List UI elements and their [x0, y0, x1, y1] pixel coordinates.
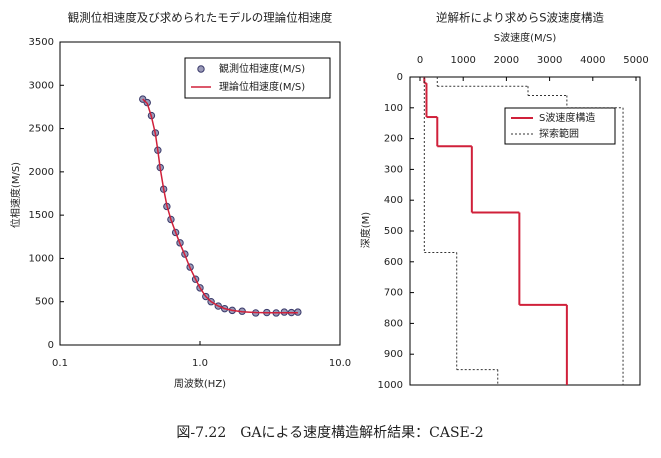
y-tick-label: 300: [384, 164, 403, 175]
y-tick-label: 500: [35, 297, 54, 308]
legend-box: [504, 107, 616, 145]
line: [142, 98, 298, 314]
x-tick-label: 1000: [450, 55, 475, 66]
y-tick-label: 3000: [29, 80, 54, 91]
y-tick-label: 200: [384, 134, 403, 145]
x-tick-label: 0.1: [52, 358, 68, 369]
caption: 図-7.22 GAによる速度構造解析結果：CASE-2: [176, 425, 483, 441]
x-tick-label: 4000: [580, 55, 605, 66]
y-tick-label: 700: [384, 288, 403, 299]
y-tick-label: 0: [397, 72, 403, 83]
x-tick-label: 0: [417, 55, 423, 66]
legend-label: 探索範囲: [539, 127, 579, 140]
y-tick-label: 2000: [29, 167, 54, 178]
legend-marker: [197, 65, 205, 73]
chart-title: 観測位相速度及び求められたモデルの理論位相速度: [68, 11, 333, 25]
y-tick-label: 1000: [378, 380, 403, 391]
y-tick-label: 600: [384, 257, 403, 268]
legend-label: 理論位相速度(M/S): [219, 80, 305, 93]
y-tick-label: 1500: [29, 210, 54, 221]
y-tick-label: 1000: [29, 253, 54, 264]
y-tick-label: 100: [384, 103, 403, 114]
y-tick-label: 3500: [29, 37, 54, 48]
y-tick-label: 400: [384, 195, 403, 206]
y-axis-label: 位相速度(M/S): [9, 162, 22, 228]
y-tick-label: 800: [384, 318, 403, 329]
y-axis-label: 深度(M): [359, 212, 372, 249]
y-tick-label: 0: [48, 340, 54, 351]
x-tick-label: 2000: [494, 55, 519, 66]
x-tick-label: 10.0: [329, 358, 351, 369]
legend-label: 観測位相速度(M/S): [219, 62, 305, 75]
x-axis-label: 周波数(HZ): [174, 377, 226, 390]
legend-box: [184, 57, 331, 99]
y-tick-label: 2500: [29, 124, 54, 135]
chart-title: 逆解析により求めらS波速度構造: [436, 11, 605, 25]
legend-label: S波速度構造: [539, 111, 595, 124]
y-tick-label: 500: [384, 226, 403, 237]
x-tick-label: 5000: [623, 55, 648, 66]
x-tick-label: 3000: [537, 55, 562, 66]
y-tick-label: 900: [384, 349, 403, 360]
x-axis-label: S波速度(M/S): [494, 31, 557, 44]
x-tick-label: 1.0: [192, 358, 208, 369]
